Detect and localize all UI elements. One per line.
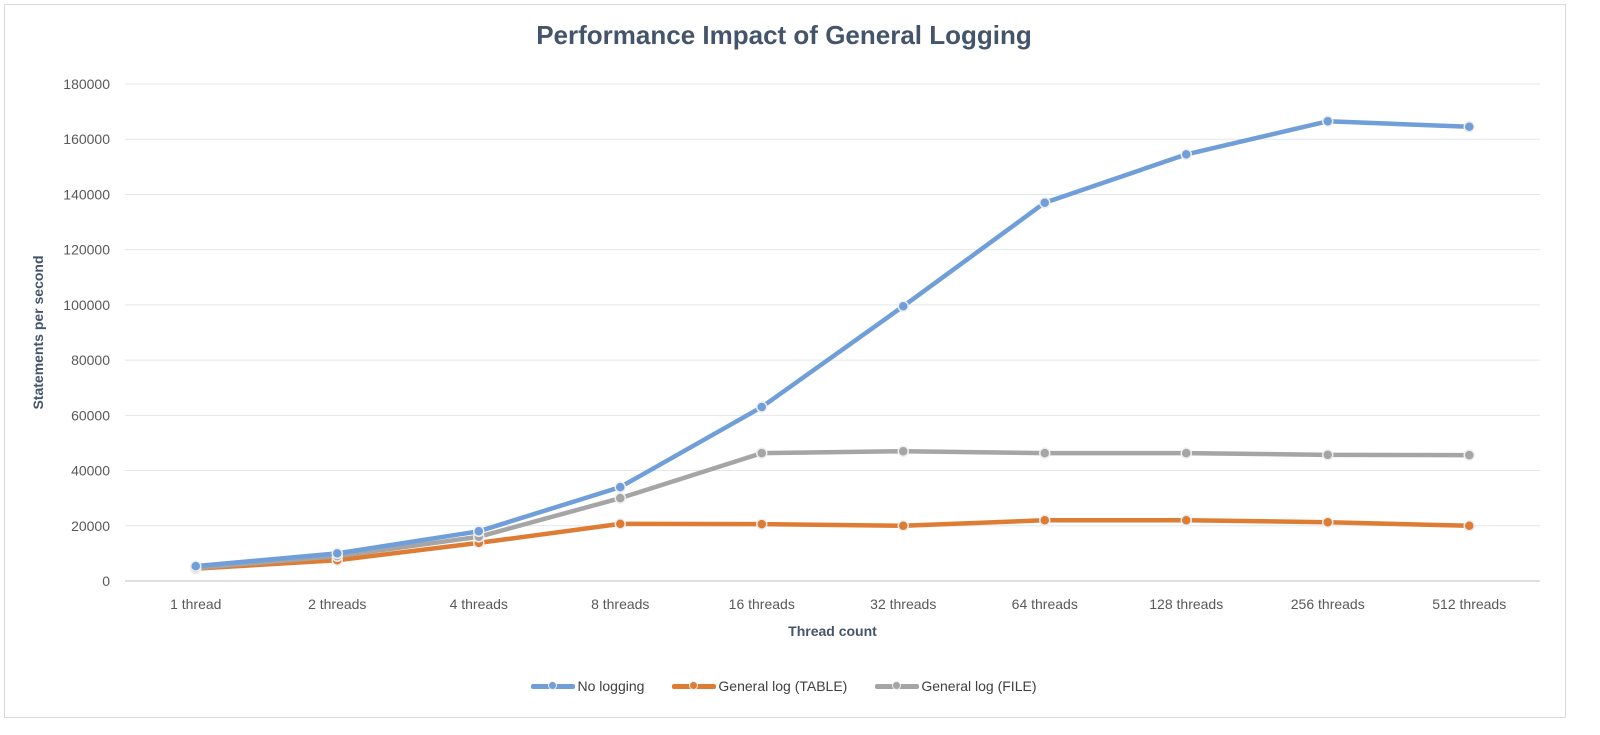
data-point: [1322, 449, 1334, 461]
series-line: [193, 448, 1472, 571]
chart-title: Performance Impact of General Logging: [536, 20, 1032, 50]
data-point: [1039, 514, 1051, 527]
x-tick-label: 2 threads: [308, 596, 366, 612]
y-tick-label: 100000: [63, 297, 110, 313]
x-tick-label: 8 threads: [591, 596, 649, 612]
chart-frame: [4, 4, 1566, 718]
data-point: [473, 525, 485, 538]
y-tick-label: 20000: [71, 518, 110, 534]
y-tick-label: 0: [102, 573, 110, 589]
data-point: [756, 518, 768, 530]
data-point: [614, 518, 626, 530]
y-tick-label: 120000: [63, 242, 110, 258]
x-tick-label: 512 threads: [1432, 596, 1506, 612]
data-point: [1463, 449, 1475, 461]
x-tick-label: 64 threads: [1012, 596, 1078, 612]
data-point: [614, 492, 626, 504]
data-point: [331, 547, 343, 560]
x-axis-label: Thread count: [788, 623, 877, 639]
y-tick-label: 180000: [63, 76, 110, 92]
data-point: [897, 520, 909, 532]
y-tick-label: 140000: [63, 186, 110, 202]
y-tick-label: 40000: [71, 463, 110, 479]
data-point: [756, 447, 768, 459]
data-point: [1039, 196, 1051, 209]
data-point: [614, 481, 626, 493]
legend-line-marker-icon: [531, 680, 576, 690]
data-point: [1322, 516, 1334, 528]
series-line: [193, 119, 1472, 569]
legend-item: No logging: [531, 678, 644, 694]
data-point: [897, 445, 909, 457]
legend-item: General log (TABLE): [672, 678, 847, 694]
x-tick-label: 128 threads: [1149, 596, 1223, 612]
data-point: [1180, 148, 1192, 161]
legend-label: No logging: [577, 678, 645, 694]
legend-item: General log (FILE): [875, 678, 1037, 694]
y-axis-label: Statements per second: [30, 255, 46, 409]
x-tick-label: 1 thread: [170, 596, 221, 612]
x-tick-label: 4 threads: [450, 596, 508, 612]
data-point: [1322, 115, 1334, 128]
data-point: [897, 300, 909, 313]
y-tick-label: 160000: [63, 131, 110, 147]
data-point: [1463, 121, 1475, 133]
legend: No logging General log (TABLE) General log…: [0, 678, 1568, 694]
data-point: [1039, 447, 1051, 459]
legend-line-marker-icon: [672, 680, 717, 690]
x-tick-label: 256 threads: [1291, 596, 1365, 612]
y-tick-label: 60000: [71, 407, 110, 423]
y-tick-label: 80000: [71, 352, 110, 368]
data-point: [1180, 514, 1192, 527]
x-tick-label: 32 threads: [870, 596, 936, 612]
legend-label: General log (FILE): [921, 678, 1037, 694]
series-line: [193, 518, 1472, 571]
data-point: [1463, 520, 1475, 532]
legend-label: General log (TABLE): [718, 678, 848, 694]
data-point: [1180, 447, 1192, 459]
x-tick-label: 16 threads: [729, 596, 795, 612]
data-point: [190, 560, 202, 572]
legend-line-marker-icon: [875, 680, 920, 690]
data-point: [756, 401, 768, 413]
